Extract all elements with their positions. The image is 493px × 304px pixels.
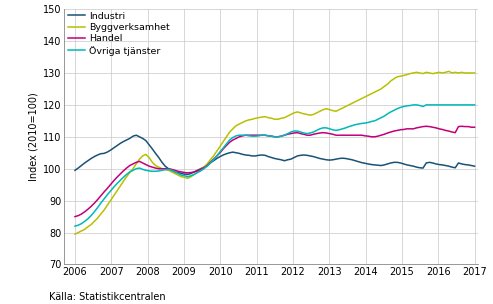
Handel (320, 131, 326, 134)
Industri (414, 165, 420, 169)
Övriga tjänster (410, 103, 416, 107)
Handel (417, 125, 423, 129)
Handel (407, 127, 413, 131)
Byggverksamhet (417, 71, 423, 75)
Övriga tjänster (407, 104, 413, 107)
Övriga tjänster (175, 172, 181, 175)
Byggverksamhet (175, 173, 181, 177)
Handel (175, 169, 181, 173)
Handel (472, 125, 478, 129)
Text: Källa: Statistikcentralen: Källa: Statistikcentralen (49, 292, 166, 302)
Industri (178, 172, 184, 175)
Industri (185, 173, 191, 176)
Industri (472, 164, 478, 168)
Industri (452, 166, 458, 170)
Övriga tjänster (472, 103, 478, 107)
Handel (166, 167, 172, 171)
Övriga tjänster (320, 126, 326, 130)
Legend: Industri, Byggverksamhet, Handel, Övriga tjänster: Industri, Byggverksamhet, Handel, Övriga… (68, 12, 170, 56)
Byggverksamhet (72, 232, 78, 236)
Line: Industri: Industri (75, 135, 475, 174)
Line: Övriga tjänster: Övriga tjänster (75, 105, 475, 226)
Byggverksamhet (166, 168, 172, 172)
Industri (72, 168, 78, 172)
Industri (133, 133, 139, 137)
Industri (169, 168, 175, 172)
Y-axis label: Index (2010=100): Index (2010=100) (29, 92, 38, 181)
Byggverksamhet (407, 72, 413, 75)
Industri (423, 161, 429, 165)
Handel (423, 124, 429, 128)
Övriga tjänster (449, 103, 455, 107)
Byggverksamhet (446, 70, 452, 73)
Byggverksamhet (449, 71, 455, 75)
Handel (449, 130, 455, 134)
Övriga tjänster (72, 224, 78, 228)
Line: Handel: Handel (75, 126, 475, 216)
Industri (326, 158, 332, 162)
Övriga tjänster (420, 105, 426, 108)
Byggverksamhet (320, 108, 326, 112)
Line: Byggverksamhet: Byggverksamhet (75, 71, 475, 234)
Byggverksamhet (472, 71, 478, 75)
Övriga tjänster (166, 168, 172, 171)
Handel (72, 215, 78, 218)
